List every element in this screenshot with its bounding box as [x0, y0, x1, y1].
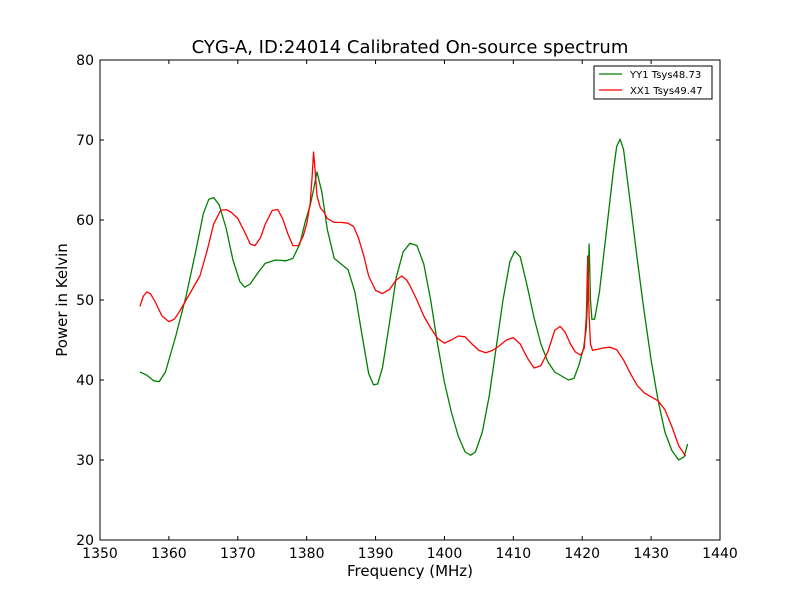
x-tick-label: 1410 — [496, 546, 532, 562]
chart-title: CYG-A, ID:24014 Calibrated On-source spe… — [192, 37, 629, 58]
y-tick-label: 70 — [76, 133, 94, 149]
x-tick-label: 1350 — [82, 546, 118, 562]
x-tick-label: 1370 — [220, 546, 256, 562]
y-tick-label: 80 — [76, 53, 94, 69]
legend-label: YY1 Tsys48.73 — [629, 70, 701, 81]
legend: YY1 Tsys48.73 XX1 Tsys49.47 — [593, 65, 713, 100]
series-layer — [139, 138, 689, 461]
x-tick-label: 1380 — [289, 546, 325, 562]
plot-area — [99, 59, 721, 541]
y-tick-label: 60 — [76, 213, 94, 229]
plot-background — [100, 60, 720, 540]
y-tick-label: 20 — [76, 533, 94, 549]
y-axis-title: Power in Kelvin — [53, 243, 71, 357]
y-tick-label: 40 — [76, 373, 94, 389]
ticks-layer: 1350 1360 1370 1380 1390 1400 1410 1420 1430 1440… — [76, 53, 738, 562]
x-tick-label: 1440 — [702, 546, 738, 562]
x-axis-title: Frequency (MHz) — [347, 562, 473, 580]
x-tick-label: 1430 — [633, 546, 669, 562]
x-tick-label: 1400 — [427, 546, 463, 562]
series-line-xx1 — [139, 151, 687, 457]
x-tick-label: 1390 — [358, 546, 394, 562]
y-tick-label: 30 — [76, 453, 94, 469]
legend-label: XX1 Tsys49.47 — [630, 86, 703, 97]
x-tick-label: 1420 — [564, 546, 600, 562]
series-line-yy1 — [139, 138, 689, 461]
y-tick-label: 50 — [76, 293, 94, 309]
x-tick-label: 1360 — [151, 546, 187, 562]
legend-box — [593, 65, 713, 100]
